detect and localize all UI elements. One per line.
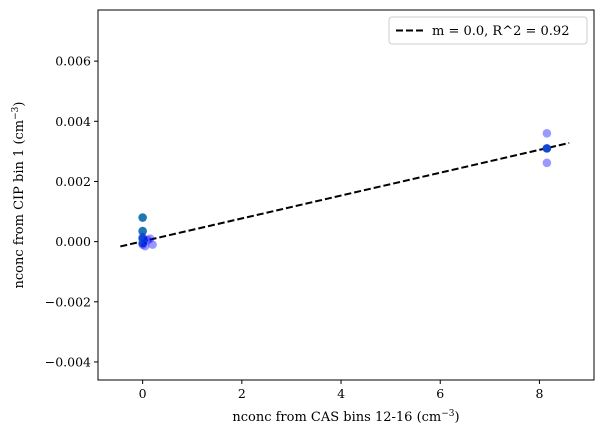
plot-content [120,129,570,251]
x-axis-unit-close: ) [455,410,460,425]
x-axis: 0 2 4 6 8 [139,380,543,401]
x-tick-label: 4 [337,386,345,401]
series-0 [138,144,552,248]
y-tick-label: −0.004 [45,354,91,369]
data-point [138,240,147,249]
y-axis-label: nconc from CIP bin 1 (cm−3) [11,102,27,289]
data-point [138,226,147,236]
legend: m = 0.0, R^2 = 0.92 [388,16,588,45]
x-axis-label: nconc from CAS bins 12-16 (cm−3) [232,409,459,425]
y-tick-label: 0.002 [55,174,91,189]
series-1 [138,129,552,251]
data-point [140,241,150,251]
fit-line [120,141,570,248]
data-point [138,238,147,248]
y-tick-label: −0.002 [45,294,91,309]
data-point [542,129,552,138]
y-axis-unit-close: ) [12,102,27,107]
data-point [138,213,147,222]
data-point [542,144,552,153]
y-tick-label: 0.000 [55,234,91,249]
data-point [542,144,552,153]
data-point [143,235,152,245]
data-point [145,234,155,243]
legend-entry-label: m = 0.0, R^2 = 0.92 [432,24,569,39]
data-point [138,232,147,242]
x-tick-label: 0 [139,386,147,401]
y-axis-unit-exponent: −3 [11,106,21,120]
x-axis-unit-exponent: −3 [441,409,455,419]
x-tick-label: 8 [535,386,543,401]
plot-frame [97,9,595,381]
data-point [542,158,552,168]
x-tick-label: 2 [238,386,246,401]
y-tick-label: 0.004 [55,114,91,129]
legend-box [388,16,588,45]
y-axis: −0.004 −0.002 0.000 0.002 0.004 0.006 [45,54,98,369]
x-tick-label: 6 [436,386,444,401]
data-point [148,240,157,249]
y-tick-label: 0.006 [55,54,91,69]
